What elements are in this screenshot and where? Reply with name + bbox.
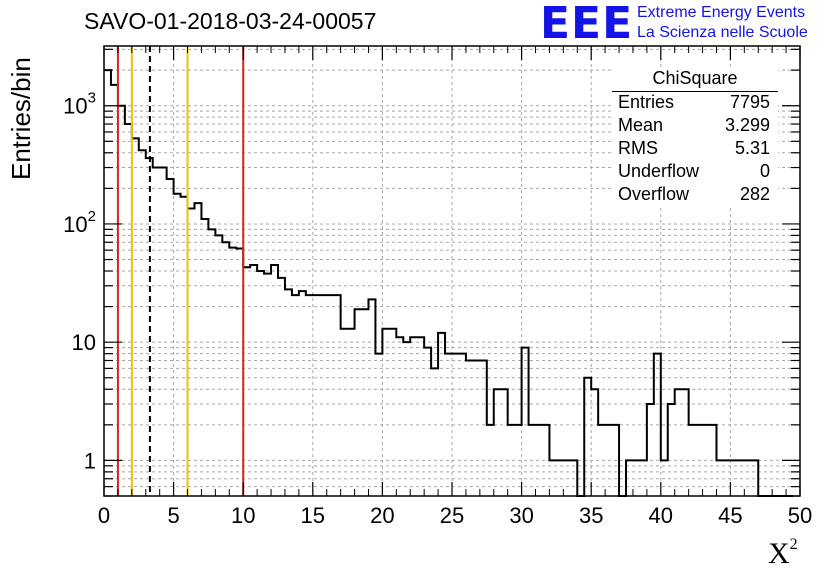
stats-label: Mean: [618, 115, 664, 135]
x-axis-label: X2: [768, 536, 798, 570]
x-tick-label: 20: [370, 503, 394, 528]
x-tick-label: 25: [440, 503, 464, 528]
stats-value: 5.31: [734, 138, 770, 158]
stats-title: ChiSquare: [652, 68, 738, 88]
stats-box: ChiSquare Entries 7795 Mean 3.299 RMS 5.…: [612, 68, 778, 208]
stats-label: Entries: [618, 92, 675, 112]
stats-value: 3.299: [724, 115, 770, 135]
stats-value: 0: [759, 161, 770, 181]
stats-label: Underflow: [618, 161, 700, 181]
y-tick-label: 10: [72, 330, 96, 355]
x-tick-label: 30: [509, 503, 533, 528]
stats-divider: [612, 91, 778, 92]
logo-tagline-2: La Scienza nelle Scuole: [637, 24, 808, 41]
stats-value: 7795: [729, 92, 770, 112]
y-tick-label: 1: [84, 448, 96, 473]
x-tick-label: 35: [579, 503, 603, 528]
y-axis-label: Entries/bin: [6, 57, 36, 180]
stats-label: RMS: [618, 138, 658, 158]
axis-tick-labels: 0 5 10 15 20 25 30 35 40 45 50 1 10 102 103: [63, 90, 812, 528]
histogram-step-line: [104, 69, 794, 497]
eee-logo: EEE: [540, 0, 634, 49]
y-tick-label: 102: [63, 208, 96, 237]
x-tick-label: 40: [649, 503, 673, 528]
x-tick-label: 50: [788, 503, 812, 528]
y-tick-label: 103: [63, 90, 96, 119]
run-title: SAVO-01-2018-03-24-00057: [84, 8, 377, 34]
logo-tagline-1: Extreme Energy Events: [637, 4, 806, 21]
axis-ticks: [103, 46, 801, 497]
stats-value: 282: [739, 184, 770, 204]
x-tick-label: 5: [167, 503, 179, 528]
x-tick-label: 0: [98, 503, 110, 528]
x-tick-label: 15: [301, 503, 325, 528]
x-tick-label: 10: [231, 503, 255, 528]
stats-label: Overflow: [618, 184, 690, 204]
x-tick-label: 45: [718, 503, 742, 528]
vertical-marker-lines: [116, 46, 245, 496]
